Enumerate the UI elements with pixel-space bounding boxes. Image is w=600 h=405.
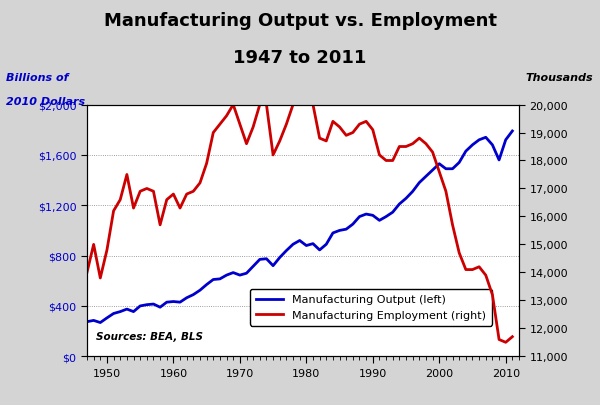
Manufacturing Output (left)	[455, 161, 463, 166]
Manufacturing Employment (right)	[509, 335, 516, 339]
Text: Thousands: Thousands	[525, 73, 593, 83]
Legend: Manufacturing Output (left), Manufacturing Employment (right): Manufacturing Output (left), Manufacturi…	[250, 289, 492, 326]
Manufacturing Employment (right)	[296, 89, 303, 94]
Manufacturing Output (left)	[496, 158, 503, 163]
Manufacturing Output (left)	[269, 264, 277, 269]
Line: Manufacturing Employment (right): Manufacturing Employment (right)	[87, 92, 512, 343]
Manufacturing Output (left)	[83, 320, 91, 324]
Manufacturing Output (left)	[509, 129, 516, 134]
Text: Billions of: Billions of	[6, 73, 68, 83]
Manufacturing Output (left)	[217, 277, 224, 281]
Manufacturing Employment (right)	[489, 292, 496, 297]
Manufacturing Output (left)	[310, 242, 317, 247]
Manufacturing Employment (right)	[263, 103, 270, 108]
Manufacturing Output (left)	[190, 292, 197, 297]
Text: 1947 to 2011: 1947 to 2011	[233, 49, 367, 66]
Manufacturing Employment (right)	[183, 192, 190, 197]
Text: Sources: BEA, BLS: Sources: BEA, BLS	[95, 331, 203, 341]
Text: 2010 Dollars: 2010 Dollars	[6, 97, 85, 107]
Manufacturing Employment (right)	[455, 251, 463, 256]
Manufacturing Employment (right)	[209, 131, 217, 136]
Text: Manufacturing Output vs. Employment: Manufacturing Output vs. Employment	[104, 12, 497, 30]
Manufacturing Employment (right)	[502, 340, 509, 345]
Line: Manufacturing Output (left): Manufacturing Output (left)	[87, 132, 512, 323]
Manufacturing Output (left)	[97, 320, 104, 325]
Manufacturing Employment (right)	[83, 270, 91, 275]
Manufacturing Employment (right)	[310, 103, 317, 108]
